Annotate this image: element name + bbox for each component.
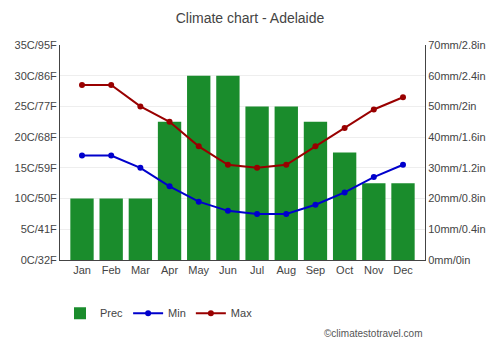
svg-text:20mm/0.8in: 20mm/0.8in: [428, 192, 485, 204]
svg-text:20C/68F: 20C/68F: [15, 131, 57, 143]
svg-text:40mm/1.6in: 40mm/1.6in: [428, 131, 485, 143]
svg-text:Sep: Sep: [306, 264, 326, 276]
svg-text:Climate chart - Adelaide: Climate chart - Adelaide: [176, 10, 325, 26]
svg-text:Nov: Nov: [364, 264, 384, 276]
svg-text:Dec: Dec: [393, 264, 413, 276]
svg-text:May: May: [188, 264, 209, 276]
svg-text:Jun: Jun: [219, 264, 237, 276]
svg-text:Min: Min: [168, 307, 186, 319]
svg-text:15C/59F: 15C/59F: [15, 162, 57, 174]
svg-text:50mm/2in: 50mm/2in: [428, 100, 476, 112]
svg-text:Apr: Apr: [161, 264, 178, 276]
svg-text:Max: Max: [231, 307, 252, 319]
svg-text:10mm/0.4in: 10mm/0.4in: [428, 223, 485, 235]
svg-text:Prec: Prec: [100, 307, 123, 319]
svg-text:60mm/2.4in: 60mm/2.4in: [428, 70, 485, 82]
svg-text:Oct: Oct: [336, 264, 353, 276]
svg-text:70mm/2.8in: 70mm/2.8in: [428, 39, 485, 51]
svg-text:0C/32F: 0C/32F: [21, 254, 57, 266]
svg-text:10C/50F: 10C/50F: [15, 192, 57, 204]
svg-text:Aug: Aug: [276, 264, 296, 276]
svg-text:35C/95F: 35C/95F: [15, 39, 57, 51]
svg-text:Jan: Jan: [73, 264, 91, 276]
svg-text:5C/41F: 5C/41F: [21, 223, 57, 235]
svg-text:Feb: Feb: [102, 264, 121, 276]
svg-text:Mar: Mar: [131, 264, 150, 276]
svg-text:25C/77F: 25C/77F: [15, 100, 57, 112]
svg-text:30mm/1.2in: 30mm/1.2in: [428, 162, 485, 174]
svg-text:0mm/0in: 0mm/0in: [428, 254, 470, 266]
svg-text:©climatestotravel.com: ©climatestotravel.com: [324, 328, 423, 339]
svg-text:30C/86F: 30C/86F: [15, 70, 57, 82]
svg-text:Jul: Jul: [250, 264, 264, 276]
